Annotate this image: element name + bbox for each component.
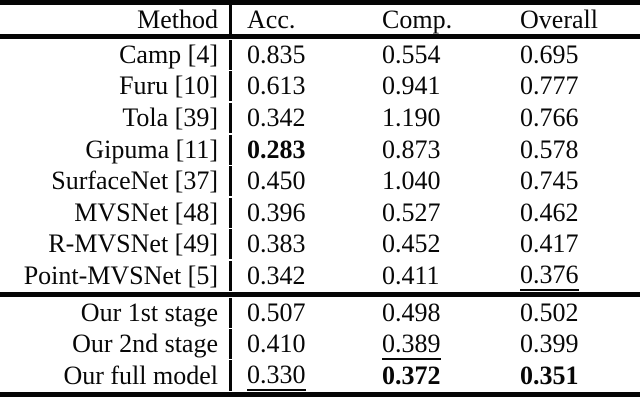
metric-value: 0.376 — [520, 260, 579, 292]
metric-value: 0.695 — [520, 39, 579, 69]
metric-value: 0.417 — [520, 229, 579, 259]
value-cell: 0.873 — [364, 135, 502, 165]
value-cell: 0.342 — [229, 102, 364, 133]
metric-value: 0.399 — [520, 329, 579, 359]
value-cell: 0.695 — [502, 40, 640, 70]
value-cell: 0.766 — [502, 103, 640, 133]
metric-value: 0.462 — [520, 197, 579, 227]
value-cell: 0.417 — [502, 229, 640, 259]
value-cell: 0.527 — [364, 198, 502, 228]
table-row: Our full model 0.330 0.372 0.351 — [0, 360, 640, 392]
value-cell: 0.399 — [502, 329, 640, 359]
metric-value: 0.452 — [382, 229, 441, 259]
metric-value: 0.342 — [247, 260, 306, 290]
metric-value: 0.835 — [247, 39, 306, 69]
table-row: Gipuma [11] 0.283 0.873 0.578 — [0, 134, 640, 166]
value-cell: 0.283 — [229, 134, 364, 165]
value-cell: 0.330 — [229, 360, 364, 392]
method-cell: Camp [4] — [119, 39, 218, 69]
section-divider-rule — [0, 291, 640, 297]
metric-value: 0.498 — [382, 297, 441, 327]
value-cell: 0.389 — [364, 329, 502, 360]
metric-value: 0.283 — [247, 134, 306, 164]
header-method: Method — [137, 5, 218, 34]
metric-value: 0.389 — [382, 328, 441, 360]
value-cell: 0.835 — [229, 39, 364, 70]
value-cell: 0.342 — [229, 260, 364, 291]
metric-value: 0.777 — [520, 71, 579, 101]
method-cell: Tola [39] — [122, 102, 218, 132]
header-acc: Acc. — [229, 5, 364, 35]
top-rule — [0, 0, 640, 5]
value-cell: 0.410 — [229, 329, 364, 360]
value-cell: 0.613 — [229, 71, 364, 102]
value-cell: 0.452 — [364, 229, 502, 259]
metric-value: 0.941 — [382, 71, 441, 101]
metric-value: 0.342 — [247, 102, 306, 132]
header-rule — [0, 34, 640, 39]
header-overall: Overall — [520, 5, 598, 34]
method-cell: Point-MVSNet [5] — [23, 260, 218, 290]
metric-value: 0.450 — [247, 166, 306, 196]
table-row: SurfaceNet [37] 0.450 1.040 0.745 — [0, 165, 640, 197]
value-cell: 0.462 — [502, 198, 640, 228]
value-cell: 0.376 — [502, 260, 640, 292]
metric-value: 0.873 — [382, 134, 441, 164]
metric-value: 0.578 — [520, 134, 579, 164]
metric-value: 0.613 — [247, 71, 306, 101]
method-cell: Our full model — [63, 360, 218, 390]
bottom-rule — [0, 391, 640, 397]
table-row: Our 1st stage 0.507 0.498 0.502 — [0, 297, 640, 329]
metric-value: 0.745 — [520, 166, 579, 196]
metric-value: 1.040 — [382, 166, 441, 196]
metric-value: 0.507 — [247, 297, 306, 327]
metric-value: 0.527 — [382, 197, 441, 227]
value-cell: 1.190 — [364, 103, 502, 133]
metric-value: 0.410 — [247, 329, 306, 359]
value-cell: 0.777 — [502, 71, 640, 101]
metric-value: 0.554 — [382, 39, 441, 69]
method-cell: Our 2nd stage — [72, 329, 218, 359]
table-row: MVSNet [48] 0.396 0.527 0.462 — [0, 197, 640, 229]
value-cell: 0.383 — [229, 229, 364, 260]
metric-value: 0.396 — [247, 197, 306, 227]
method-cell: Our 1st stage — [80, 297, 218, 327]
table-row: Point-MVSNet [5] 0.342 0.411 0.376 — [0, 260, 640, 292]
metric-value: 0.372 — [382, 360, 441, 390]
header-comp: Comp. — [382, 5, 453, 34]
table-row: Camp [4] 0.835 0.554 0.695 — [0, 39, 640, 71]
method-cell: SurfaceNet [37] — [51, 166, 218, 196]
metric-value: 0.351 — [520, 360, 579, 390]
method-cell: MVSNet [48] — [74, 197, 218, 227]
metric-value: 0.411 — [382, 260, 440, 290]
table-row: R-MVSNet [49] 0.383 0.452 0.417 — [0, 229, 640, 261]
value-cell: 0.372 — [364, 361, 502, 391]
table-body: Camp [4] 0.835 0.554 0.695 Furu [10] 0.613 0.9… — [0, 39, 640, 392]
method-cell: R-MVSNet [49] — [48, 229, 218, 259]
value-cell: 0.502 — [502, 298, 640, 328]
value-cell: 0.396 — [229, 197, 364, 228]
value-cell: 0.450 — [229, 166, 364, 197]
metric-value: 0.383 — [247, 229, 306, 259]
header-row: Method Acc. Comp. Overall — [0, 5, 640, 35]
metric-value: 0.766 — [520, 102, 579, 132]
value-cell: 0.507 — [229, 297, 364, 328]
table-row: Furu [10] 0.613 0.941 0.777 — [0, 71, 640, 103]
metric-value: 0.330 — [247, 360, 306, 392]
value-cell: 1.040 — [364, 166, 502, 196]
metric-value: 1.190 — [382, 102, 441, 132]
metric-value: 0.502 — [520, 297, 579, 327]
value-cell: 0.554 — [364, 40, 502, 70]
table-row: Tola [39] 0.342 1.190 0.766 — [0, 102, 640, 134]
method-cell: Gipuma [11] — [85, 134, 218, 164]
value-cell: 0.578 — [502, 135, 640, 165]
table-row: Our 2nd stage 0.410 0.389 0.399 — [0, 328, 640, 360]
value-cell: 0.411 — [364, 261, 502, 291]
value-cell: 0.745 — [502, 166, 640, 196]
value-cell: 0.351 — [502, 361, 640, 391]
method-cell: Furu [10] — [119, 71, 218, 101]
value-cell: 0.498 — [364, 298, 502, 328]
value-cell: 0.941 — [364, 71, 502, 101]
